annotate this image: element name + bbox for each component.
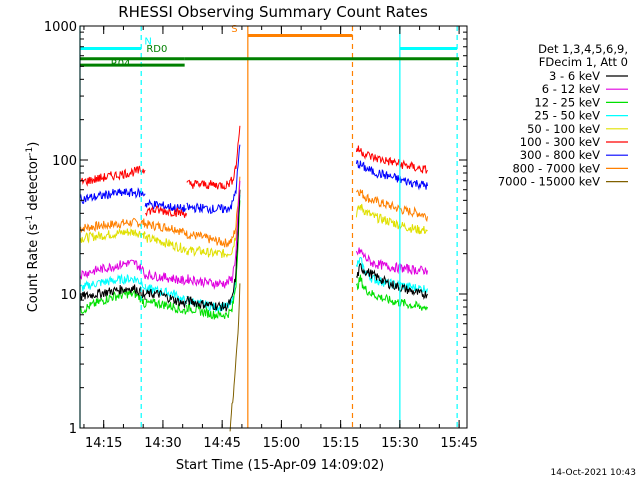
x-tick-label: 15:30 (381, 436, 418, 451)
legend-label: 3 - 6 keV (549, 69, 600, 83)
y-axis-label-sup2: -1 (25, 147, 35, 156)
chart-title: RHESSI Observing Summary Count Rates (118, 3, 428, 21)
series-line (79, 288, 146, 315)
series-line (186, 144, 241, 215)
series-line (79, 273, 146, 292)
series-line (186, 180, 241, 291)
plot-frame (79, 25, 468, 429)
state-bar-label: R04 (111, 58, 131, 69)
series-line (186, 200, 241, 320)
series-line (186, 189, 241, 312)
series-line (79, 165, 146, 187)
series-line (355, 159, 428, 191)
y-axis-label-part2: detector (26, 155, 41, 215)
state-bar-label: N (144, 36, 151, 47)
state-bar-label: S (231, 24, 237, 35)
legend-label: 12 - 25 keV (534, 95, 600, 109)
timestamp: 14-Oct-2021 10:43 (551, 468, 636, 478)
y-tick-label: 100 (52, 154, 77, 169)
series-line (79, 284, 146, 301)
series-line (355, 274, 428, 311)
x-tick-label: 15:00 (263, 436, 300, 451)
y-tick-label: 10 (60, 288, 77, 303)
series-line (144, 288, 187, 309)
series-line (144, 297, 188, 315)
series-line (144, 198, 187, 214)
y-axis-label: Count Rate (s-1 detector-1) (25, 142, 41, 313)
legend-label: 300 - 800 keV (520, 148, 600, 162)
y-axis-label-part3: ) (26, 142, 41, 147)
series-line (229, 283, 241, 432)
series-line (186, 189, 241, 259)
series-line (144, 205, 188, 218)
series-line (356, 262, 428, 300)
y-tick-label: 1 (69, 422, 77, 437)
series-line (355, 203, 428, 235)
y-axis-label-sup1: -1 (25, 215, 35, 224)
legend-header-line1: Det 1,3,4,5,6,9, (538, 42, 628, 56)
x-axis-label: Start Time (15-Apr-09 14:09:02) (176, 458, 384, 473)
series-line (144, 284, 188, 305)
legend-label: 100 - 300 keV (520, 135, 600, 149)
series-line (79, 187, 146, 204)
legend: Det 1,3,4,5,6,9, FDecim 1, Att 0 3 - 6 k… (498, 42, 628, 189)
series-line (144, 220, 188, 237)
series-line (79, 227, 146, 244)
x-tick-label: 15:15 (322, 436, 359, 451)
series-line (79, 259, 146, 280)
series-line (355, 189, 428, 223)
series-line (355, 247, 428, 276)
legend-header-line2: FDecim 1, Att 0 (539, 55, 628, 69)
series-line (144, 233, 187, 254)
series-line (144, 269, 188, 286)
y-axis-label-part1: Count Rate (s (26, 224, 41, 313)
state-bar-label: RD0 (146, 44, 167, 55)
x-tick-label: 14:15 (85, 436, 122, 451)
data-layer (79, 125, 428, 432)
legend-label: 6 - 12 keV (542, 82, 600, 96)
x-tick-label: 14:30 (144, 436, 181, 451)
series-line (186, 176, 241, 248)
x-tick-label: 14:45 (203, 436, 240, 451)
x-tick-label: 15:45 (440, 436, 477, 451)
legend-label: 800 - 7000 keV (512, 161, 600, 175)
y-tick-label: 1000 (44, 20, 77, 35)
series-line (186, 125, 241, 191)
series-line (79, 217, 146, 233)
series-line (355, 145, 428, 174)
axis-layer: 1 10 100 1000 14:15 14:30 14:45 15:00 15:15 15:30… (44, 20, 478, 451)
legend-label: 50 - 100 keV (527, 122, 600, 136)
legend-label: 25 - 50 keV (534, 109, 600, 123)
legend-label: 7000 - 15000 keV (498, 175, 600, 189)
